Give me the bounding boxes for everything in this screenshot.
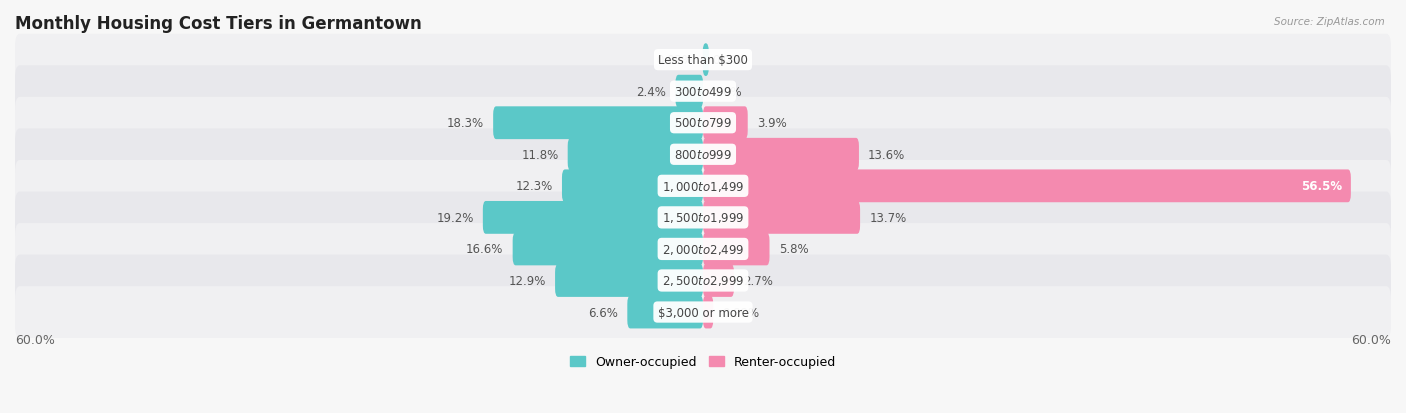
FancyBboxPatch shape bbox=[703, 138, 859, 171]
Text: 13.7%: 13.7% bbox=[869, 211, 907, 224]
Text: 56.5%: 56.5% bbox=[1301, 180, 1341, 193]
FancyBboxPatch shape bbox=[703, 170, 1351, 203]
FancyBboxPatch shape bbox=[703, 44, 709, 77]
Text: 12.9%: 12.9% bbox=[509, 274, 546, 287]
Text: 19.2%: 19.2% bbox=[436, 211, 474, 224]
FancyBboxPatch shape bbox=[494, 107, 703, 140]
Text: $2,500 to $2,999: $2,500 to $2,999 bbox=[662, 274, 744, 288]
FancyBboxPatch shape bbox=[513, 233, 703, 266]
FancyBboxPatch shape bbox=[15, 35, 1391, 86]
Text: 13.6%: 13.6% bbox=[868, 148, 905, 161]
Text: 0.0%: 0.0% bbox=[713, 54, 742, 67]
Text: 2.4%: 2.4% bbox=[637, 85, 666, 98]
FancyBboxPatch shape bbox=[15, 287, 1391, 338]
FancyBboxPatch shape bbox=[15, 97, 1391, 149]
FancyBboxPatch shape bbox=[15, 66, 1391, 118]
FancyBboxPatch shape bbox=[675, 76, 703, 108]
Text: 60.0%: 60.0% bbox=[15, 333, 55, 346]
FancyBboxPatch shape bbox=[15, 223, 1391, 275]
FancyBboxPatch shape bbox=[703, 202, 860, 234]
FancyBboxPatch shape bbox=[15, 255, 1391, 306]
Text: $1,500 to $1,999: $1,500 to $1,999 bbox=[662, 211, 744, 225]
Text: 6.6%: 6.6% bbox=[588, 306, 619, 319]
FancyBboxPatch shape bbox=[703, 107, 748, 140]
FancyBboxPatch shape bbox=[703, 264, 734, 297]
Text: Monthly Housing Cost Tiers in Germantown: Monthly Housing Cost Tiers in Germantown bbox=[15, 15, 422, 33]
FancyBboxPatch shape bbox=[568, 138, 703, 171]
Text: 0.89%: 0.89% bbox=[723, 306, 759, 319]
Text: $800 to $999: $800 to $999 bbox=[673, 148, 733, 161]
Text: 12.3%: 12.3% bbox=[516, 180, 553, 193]
Text: 0.02%: 0.02% bbox=[657, 54, 693, 67]
FancyBboxPatch shape bbox=[482, 202, 703, 234]
Text: 5.8%: 5.8% bbox=[779, 243, 808, 256]
Text: $500 to $799: $500 to $799 bbox=[673, 117, 733, 130]
Text: 3.9%: 3.9% bbox=[756, 117, 786, 130]
FancyBboxPatch shape bbox=[555, 264, 703, 297]
Text: 2.7%: 2.7% bbox=[744, 274, 773, 287]
Text: 60.0%: 60.0% bbox=[1351, 333, 1391, 346]
Text: $1,000 to $1,499: $1,000 to $1,499 bbox=[662, 179, 744, 193]
Text: Less than $300: Less than $300 bbox=[658, 54, 748, 67]
Text: Source: ZipAtlas.com: Source: ZipAtlas.com bbox=[1274, 17, 1385, 26]
FancyBboxPatch shape bbox=[15, 192, 1391, 244]
Text: 11.8%: 11.8% bbox=[522, 148, 558, 161]
Legend: Owner-occupied, Renter-occupied: Owner-occupied, Renter-occupied bbox=[565, 350, 841, 373]
Text: 18.3%: 18.3% bbox=[447, 117, 484, 130]
FancyBboxPatch shape bbox=[562, 170, 703, 203]
Text: $2,000 to $2,499: $2,000 to $2,499 bbox=[662, 242, 744, 256]
FancyBboxPatch shape bbox=[627, 296, 703, 329]
FancyBboxPatch shape bbox=[15, 161, 1391, 212]
FancyBboxPatch shape bbox=[703, 233, 769, 266]
Text: 0.0%: 0.0% bbox=[713, 85, 742, 98]
FancyBboxPatch shape bbox=[15, 129, 1391, 181]
Text: 16.6%: 16.6% bbox=[467, 243, 503, 256]
Text: $300 to $499: $300 to $499 bbox=[673, 85, 733, 98]
Text: $3,000 or more: $3,000 or more bbox=[658, 306, 748, 319]
FancyBboxPatch shape bbox=[703, 296, 713, 329]
